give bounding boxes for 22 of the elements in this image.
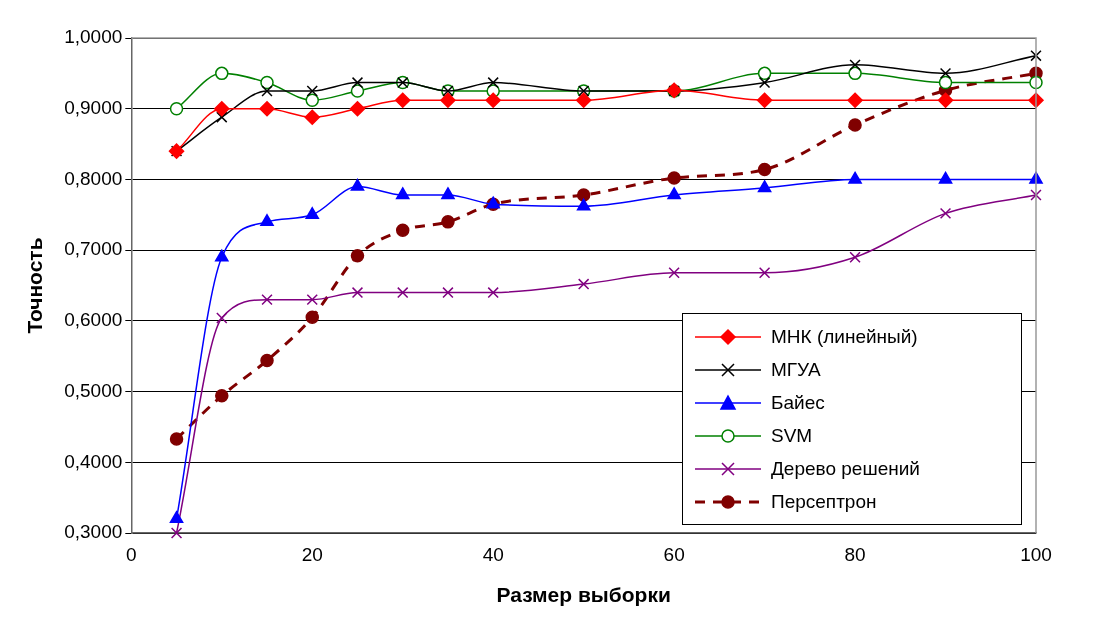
legend-label: МГУА — [771, 358, 821, 381]
x-tick-label: 100 — [1020, 543, 1052, 565]
y-tick-label: 0,9000 — [64, 96, 123, 118]
x-axis-title: Размер выборки — [496, 583, 671, 607]
y-tick-label: 0,4000 — [64, 450, 123, 472]
x-tick-label: 80 — [844, 543, 866, 565]
x-tick-label: 0 — [126, 543, 137, 565]
legend-label: Персептрон — [771, 490, 877, 513]
x-tick-label: 40 — [482, 543, 504, 565]
x-tick-label: 60 — [663, 543, 685, 565]
legend-label: SVM — [771, 424, 813, 447]
y-tick-label: 0,7000 — [64, 238, 123, 260]
y-tick-label: 0,5000 — [64, 379, 123, 401]
legend-label: МНК (линейный) — [771, 325, 918, 348]
y-tick-label: 0,3000 — [64, 521, 123, 543]
y-tick-label: 0,6000 — [64, 309, 123, 331]
x-tick-label: 20 — [301, 543, 323, 565]
y-tick-label: 0,8000 — [64, 167, 123, 189]
legend-label: Байес — [771, 391, 825, 414]
y-tick-label: 1,0000 — [64, 26, 123, 48]
y-axis-title: Точность — [23, 237, 47, 334]
legend-label: Дерево решений — [771, 457, 920, 480]
